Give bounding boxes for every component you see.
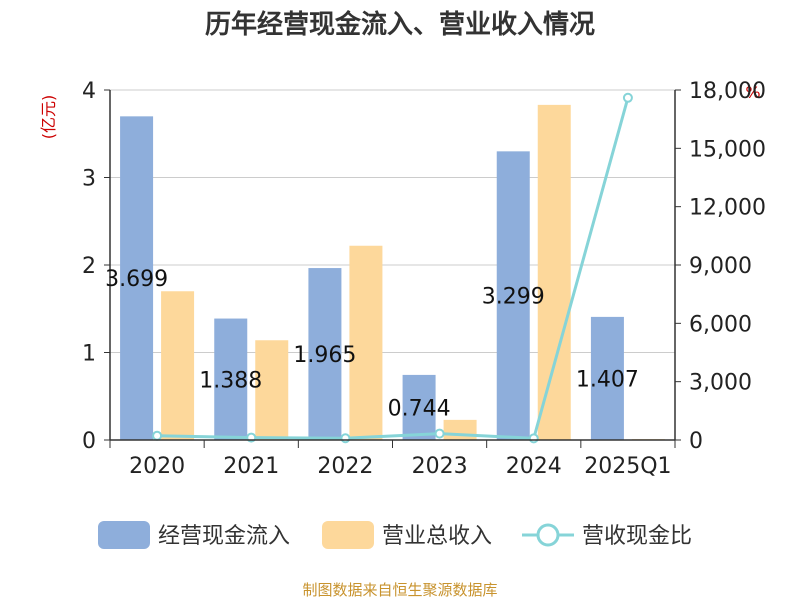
bar-cash-inflow [120,116,154,441]
legend-swatch [98,521,150,549]
ratio-point [340,433,351,444]
data-labels: 3.699 1.388 1.965 0.744 3.299 1.407 [105,267,639,421]
ratio-point [528,433,539,444]
bar-cash-inflow [590,316,624,440]
right-tick-label: 18,000 [689,79,766,104]
x-tick-label: 2020 [129,454,185,479]
x-tick-label: 2022 [317,454,373,479]
right-tick-label: 15,000 [689,137,766,162]
grid [110,89,675,353]
bar-revenue [255,340,289,440]
bar-cash-inflow [496,151,530,440]
bar-data-label: 1.388 [199,368,262,393]
left-tick-label: 2 [82,254,96,279]
bars [120,104,665,441]
x-tick-label: 2021 [223,454,279,479]
left-tick-label: 1 [82,342,96,367]
line-series [152,92,633,444]
x-tick-label: 2024 [506,454,562,479]
right-tick-label: 12,000 [689,196,766,221]
ratio-line [157,97,630,440]
source-note: 制图数据来自恒生聚源数据库 [302,581,497,599]
bar-revenue [537,104,571,440]
left-tick-label: 3 [82,167,96,192]
legend-label: 营收现金比 [582,524,692,549]
right-tick-label: 3,000 [689,371,752,396]
bar-data-label: 3.699 [105,267,168,292]
right-axis-unit: % [745,83,760,102]
legend-label: 营业总收入 [382,524,492,549]
bar-revenue [161,291,195,440]
right-tick-label: 9,000 [689,254,752,279]
axes: 0 1 2 3 4 0 3,000 6,000 9,000 12,000 15,000 18,000 2… [82,79,766,479]
bar-data-label: 1.407 [576,367,639,392]
ratio-point [434,428,445,439]
legend-swatch [322,521,374,549]
x-tick-label: 2025Q1 [584,454,671,479]
bar-cash-inflow [214,318,248,440]
left-axis-unit: (亿元) [39,95,58,140]
legend-swatch-marker [536,523,560,547]
right-tick-label: 0 [689,429,703,454]
legend: 经营现金流入 营业总收入 营收现金比 [98,521,692,549]
left-tick-label: 4 [82,79,96,104]
ratio-point [622,92,633,103]
bar-revenue [443,419,477,440]
bar-revenue [349,245,383,440]
right-tick-label: 6,000 [689,312,752,337]
legend-label: 经营现金流入 [158,524,290,549]
bar-cash-inflow [308,268,342,440]
ratio-point [152,430,163,441]
bar-cash-inflow [402,374,436,440]
chart-title: 历年经营现金流入、营业收入情况 [205,9,595,40]
bar-data-label: 0.744 [388,396,451,421]
x-tick-label: 2023 [412,454,468,479]
left-tick-label: 0 [82,429,96,454]
bar-data-label: 1.965 [293,343,356,368]
bar-data-label: 3.299 [482,285,545,310]
